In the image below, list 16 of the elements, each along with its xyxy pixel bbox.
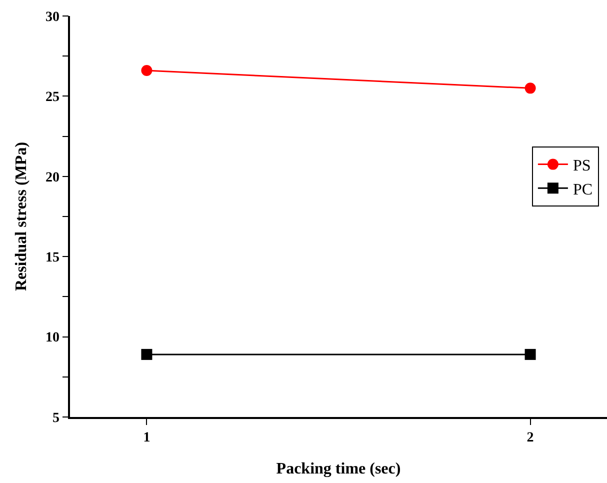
y-axis-title: Residual stress (MPa) [12, 142, 30, 292]
point [141, 348, 152, 360]
x-axis-title: Packing time (sec) [276, 460, 401, 478]
y-tick-label: 20 [45, 170, 60, 186]
y-tick-label: 15 [45, 250, 60, 266]
y-tick-label: 30 [45, 10, 60, 25]
y-tick-label: 25 [45, 90, 60, 106]
point [524, 348, 536, 360]
x-tick-label: 2 [526, 430, 534, 446]
y-tick-label: 10 [45, 330, 60, 346]
x-tick-label: 1 [143, 430, 150, 446]
y-tick-label: 5 [52, 410, 60, 426]
legend-label: PC [572, 181, 593, 198]
legend-label: PS [572, 158, 591, 175]
point [524, 82, 536, 94]
point [141, 65, 152, 76]
